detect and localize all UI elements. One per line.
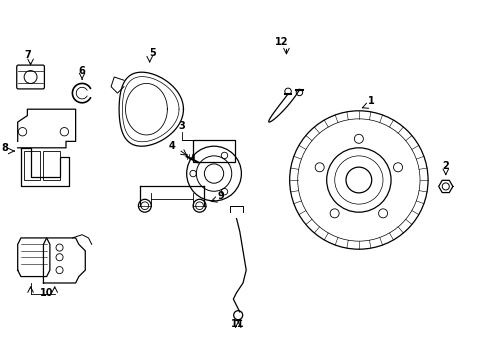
Text: 8: 8	[1, 143, 8, 153]
Text: 1: 1	[367, 96, 374, 106]
Text: 4: 4	[168, 141, 175, 152]
Text: 5: 5	[149, 48, 156, 58]
Bar	[43, 151, 60, 180]
Text: 3: 3	[178, 121, 185, 131]
Text: 10: 10	[40, 288, 53, 298]
Text: 9: 9	[217, 191, 224, 201]
Bar	[193, 140, 234, 162]
Text: 11: 11	[231, 319, 244, 329]
Bar	[24, 151, 40, 180]
Text: 2: 2	[442, 161, 448, 171]
Text: 7: 7	[24, 50, 31, 60]
Text: 6: 6	[79, 67, 85, 76]
Text: 12: 12	[274, 37, 288, 47]
